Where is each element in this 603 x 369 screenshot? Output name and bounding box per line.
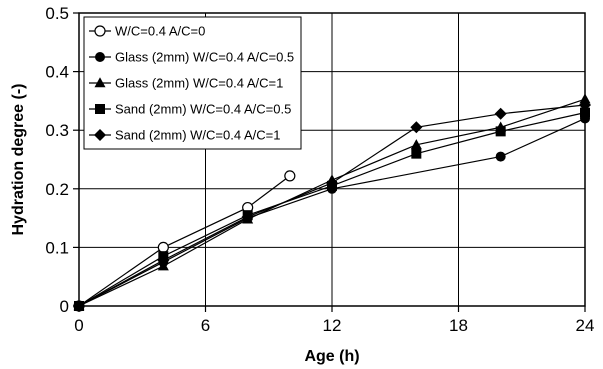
series-markers bbox=[73, 93, 591, 312]
x-tick-label: 24 bbox=[576, 316, 595, 335]
tick-marks bbox=[73, 12, 586, 312]
legend-label: W/C=0.4 A/C=0 bbox=[115, 24, 205, 39]
legend-label: Glass (2mm) W/C=0.4 A/C=1 bbox=[115, 76, 283, 91]
legend-label: Sand (2mm) W/C=0.4 A/C=0.5 bbox=[115, 102, 291, 117]
legend: W/C=0.4 A/C=0 Glass (2mm) W/C=0.4 A/C=0.5… bbox=[83, 16, 302, 150]
diamond-marker bbox=[157, 254, 170, 267]
y-tick-label: 0 bbox=[60, 297, 69, 316]
y-axis-title: Hydration degree (-) bbox=[10, 83, 27, 235]
diamond-marker bbox=[494, 107, 507, 120]
legend-label: Glass (2mm) W/C=0.4 A/C=0.5 bbox=[115, 50, 294, 65]
x-tick-label: 12 bbox=[323, 316, 342, 335]
diamond-marker bbox=[241, 210, 254, 223]
diamond-marker bbox=[94, 129, 106, 141]
triangle-marker bbox=[410, 139, 422, 150]
square-marker bbox=[495, 126, 506, 137]
series-line bbox=[78, 117, 586, 307]
x-axis-title: Age (h) bbox=[304, 348, 359, 365]
x-tick-label: 6 bbox=[201, 316, 210, 335]
y-tick-label: 0.3 bbox=[45, 121, 69, 140]
y-tick-label: 0.2 bbox=[45, 180, 69, 199]
open-circle-marker bbox=[94, 25, 106, 37]
filled-circle-marker bbox=[495, 151, 506, 162]
x-tick-label: 0 bbox=[74, 316, 83, 335]
y-tick-label: 0.1 bbox=[45, 238, 69, 257]
diamond-marker bbox=[410, 121, 423, 134]
square-marker bbox=[411, 148, 422, 159]
legend-label: Sand (2mm) W/C=0.4 A/C=1 bbox=[115, 128, 280, 143]
tick-labels: 0 6 12 18 24 0 0.1 0.2 0.3 0.4 0.5 bbox=[45, 4, 594, 335]
diamond-marker bbox=[326, 176, 338, 189]
filled-circle-marker bbox=[95, 52, 105, 62]
legend-box bbox=[83, 16, 302, 150]
open-circle-marker bbox=[284, 170, 296, 182]
x-tick-label: 18 bbox=[449, 316, 468, 335]
y-tick-label: 0.5 bbox=[45, 4, 69, 23]
series-line bbox=[78, 175, 291, 307]
y-tick-label: 0.4 bbox=[45, 63, 69, 82]
triangle-marker bbox=[94, 77, 106, 88]
square-marker bbox=[95, 104, 105, 114]
open-circle-marker bbox=[157, 241, 169, 253]
